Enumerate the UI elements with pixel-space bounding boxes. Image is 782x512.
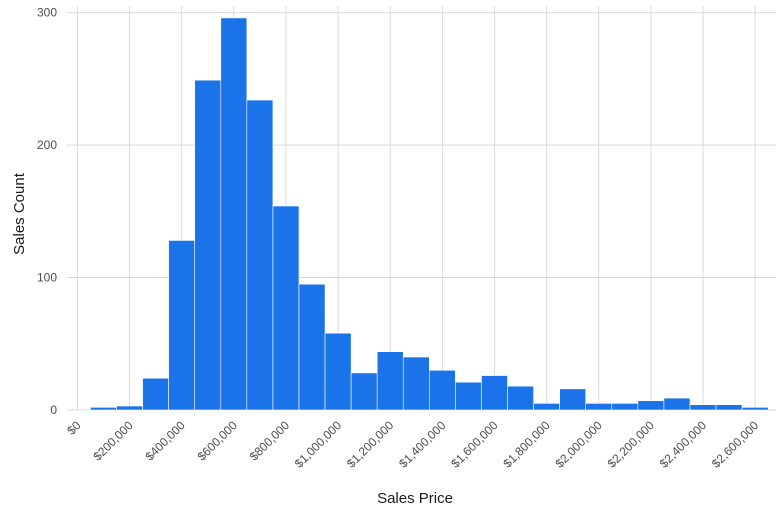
x-tick-label: $2,200,000 bbox=[605, 418, 658, 471]
histogram-bar bbox=[116, 405, 143, 411]
grid-lines bbox=[67, 6, 776, 411]
histogram-bar bbox=[376, 351, 404, 411]
y-tick-label: 300 bbox=[37, 6, 57, 20]
x-tick-label: $600,000 bbox=[195, 418, 241, 464]
x-tick-label: $1,200,000 bbox=[344, 418, 397, 471]
histogram-bar bbox=[429, 369, 456, 411]
x-tick-label: $2,600,000 bbox=[709, 418, 762, 471]
histogram-bar bbox=[220, 17, 248, 411]
histogram-bar bbox=[194, 79, 222, 411]
histogram-bar bbox=[142, 377, 169, 411]
histogram-bar bbox=[507, 385, 534, 411]
x-axis-title: Sales Price bbox=[377, 490, 453, 507]
histogram-bar bbox=[663, 397, 691, 411]
histogram-bar bbox=[611, 403, 639, 411]
histogram-bar bbox=[324, 332, 352, 411]
x-tick-label: $0 bbox=[64, 418, 84, 438]
x-tick-label: $1,600,000 bbox=[448, 418, 501, 471]
y-axis-ticks: 0 100 200 300 bbox=[37, 6, 57, 417]
x-tick-label: $1,000,000 bbox=[292, 418, 345, 471]
histogram-bar bbox=[90, 407, 117, 411]
histogram-bars bbox=[90, 17, 769, 411]
histogram-bar bbox=[272, 205, 300, 411]
histogram-bar bbox=[637, 400, 665, 411]
y-axis-title: Sales Count bbox=[11, 172, 28, 255]
x-tick-label: $2,400,000 bbox=[657, 418, 710, 471]
histogram-bar bbox=[585, 403, 613, 411]
x-axis-ticks: $0 $200,000 $400,000 $600,000 $800,000 $1,000… bbox=[64, 418, 761, 471]
y-tick-label: 100 bbox=[37, 271, 57, 285]
x-tick-label: $400,000 bbox=[143, 418, 189, 464]
y-tick-label: 200 bbox=[37, 138, 57, 152]
x-tick-label: $1,400,000 bbox=[396, 418, 449, 471]
histogram-bar bbox=[533, 403, 560, 411]
y-tick-label: 0 bbox=[50, 403, 57, 417]
histogram-bar bbox=[246, 99, 274, 411]
histogram-bar bbox=[455, 381, 482, 411]
histogram-bar bbox=[715, 404, 743, 411]
histogram-bar bbox=[689, 404, 717, 411]
x-tick-label: $800,000 bbox=[247, 418, 293, 464]
x-tick-label: $2,000,000 bbox=[553, 418, 606, 471]
histogram-bar bbox=[350, 372, 378, 411]
histogram-bar bbox=[298, 283, 326, 411]
histogram-bar bbox=[481, 375, 508, 411]
x-tick-label: $1,800,000 bbox=[500, 418, 553, 471]
x-tick-label: $200,000 bbox=[90, 418, 136, 464]
histogram-bar bbox=[402, 356, 430, 411]
histogram-bar bbox=[168, 240, 196, 411]
histogram-bar bbox=[559, 388, 587, 411]
histogram-bar bbox=[741, 407, 769, 411]
